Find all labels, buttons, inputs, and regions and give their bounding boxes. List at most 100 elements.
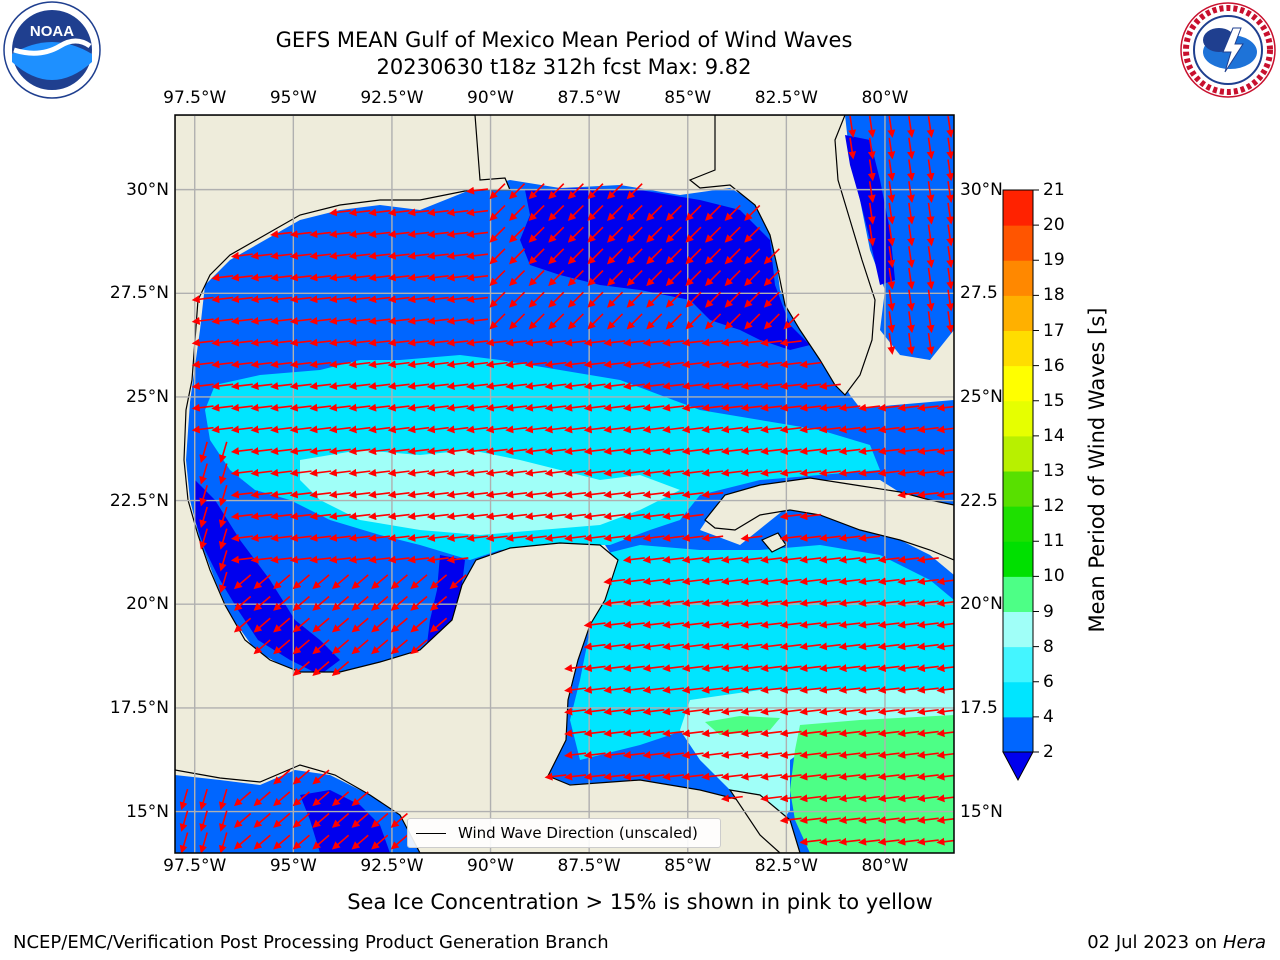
wave-direction-arrow (446, 533, 469, 542)
wave-direction-arrow (270, 338, 293, 347)
lon-tick-top: 85°W (664, 88, 712, 108)
wave-direction-arrow (270, 447, 293, 456)
wave-direction-arrow (230, 555, 253, 564)
wave-direction-arrow (348, 425, 371, 434)
wave-direction-arrow (705, 226, 722, 243)
wave-direction-arrow (509, 291, 526, 308)
wave-direction-arrow (583, 750, 606, 759)
wave-direction-arrow (407, 425, 430, 434)
wave-direction-arrow (466, 230, 489, 239)
wave-direction-arrow (368, 208, 391, 217)
wave-direction-arrow (622, 382, 645, 390)
wave-direction-arrow (916, 772, 939, 781)
wave-direction-arrow (662, 750, 685, 759)
wave-direction-arrow (270, 425, 293, 434)
wave-direction-arrow (799, 555, 822, 564)
wave-direction-arrow (230, 425, 253, 434)
wave-direction-arrow (799, 685, 822, 694)
wave-direction-arrow (818, 837, 841, 846)
wave-direction-arrow (818, 642, 841, 651)
wave-direction-arrow (838, 685, 861, 694)
wave-direction-arrow (289, 230, 312, 239)
wave-direction-arrow (701, 729, 724, 738)
wave-direction-arrow (250, 555, 273, 564)
wave-direction-arrow (564, 685, 587, 694)
wave-direction-arrow (701, 425, 724, 434)
wave-direction-arrow (548, 226, 565, 243)
wave-direction-arrow (887, 137, 896, 160)
wave-direction-arrow (622, 512, 645, 521)
wave-direction-arrow (289, 338, 312, 347)
wave-direction-arrow (466, 208, 489, 217)
wave-direction-arrow (489, 226, 506, 243)
wave-direction-arrow (548, 269, 565, 287)
wave-direction-arrow (273, 834, 291, 850)
wave-direction-arrow (309, 382, 332, 390)
wave-direction-arrow (897, 794, 920, 803)
wave-direction-arrow (328, 490, 351, 499)
wave-direction-arrow (253, 574, 271, 590)
wave-direction-arrow (662, 403, 685, 412)
wave-direction-arrow (818, 772, 841, 781)
wave-direction-arrow (681, 707, 704, 716)
wave-direction-arrow (607, 248, 624, 265)
wave-direction-arrow (760, 772, 783, 781)
wave-direction-arrow (371, 595, 389, 611)
wave-direction-arrow (858, 707, 881, 716)
wave-direction-arrow (446, 403, 469, 412)
lon-tick-bottom: 80°W (861, 856, 909, 876)
wave-direction-arrow (505, 425, 528, 434)
wave-direction-arrow (603, 360, 626, 369)
wave-direction-arrow (292, 639, 310, 655)
wave-direction-arrow (368, 316, 391, 325)
wave-direction-arrow (289, 512, 312, 521)
sea-ice-note: Sea Ice Concentration > 15% is shown in … (347, 890, 933, 914)
wave-direction-arrow (838, 772, 861, 781)
wave-direction-arrow (799, 642, 822, 651)
lon-tick-top: 90°W (467, 88, 515, 108)
wave-direction-arrow (877, 447, 900, 456)
wave-direction-arrow (446, 490, 469, 499)
wave-direction-arrow (230, 490, 253, 499)
wave-direction-arrow (760, 729, 783, 738)
wave-direction-arrow (622, 750, 645, 759)
wave-direction-arrow (603, 447, 626, 456)
wave-direction-arrow (587, 291, 604, 308)
wave-direction-arrow (564, 490, 587, 499)
wave-direction-arrow (331, 791, 350, 807)
colorbar-tick-label: 19 (1043, 250, 1065, 271)
colorbar-segment (1003, 330, 1033, 367)
wave-direction-arrow (887, 159, 896, 182)
wave-direction-arrow (720, 447, 743, 456)
colorbar-segment (1003, 541, 1033, 577)
wave-direction-arrow (289, 403, 312, 412)
wave-direction-arrow (916, 447, 939, 456)
wave-direction-arrow (407, 533, 430, 542)
wave-direction-arrow (250, 425, 273, 434)
wave-direction-arrow (387, 425, 410, 434)
wave-direction-arrow (858, 533, 881, 542)
wave-direction-arrow (179, 810, 189, 832)
wave-direction-arrow (603, 382, 626, 390)
wave-direction-arrow (466, 403, 489, 412)
wave-direction-arrow (583, 707, 606, 716)
wave-direction-arrow (368, 490, 391, 499)
colorbar (1002, 189, 1039, 782)
wave-direction-arrow (270, 273, 293, 282)
wave-direction-arrow (818, 664, 841, 673)
wave-direction-arrow (858, 816, 881, 824)
wave-direction-arrow (509, 183, 526, 200)
wave-direction-arrow (779, 685, 802, 694)
wave-direction-arrow (466, 533, 489, 542)
wave-direction-arrow (328, 316, 351, 325)
wave-direction-arrow (544, 382, 567, 390)
colorbar-segment (1003, 190, 1033, 226)
noaa-logo: NOAA (3, 1, 101, 99)
wave-direction-arrow (191, 360, 214, 369)
wave-direction-arrow (564, 533, 587, 542)
wave-direction-arrow (548, 204, 565, 221)
wave-direction-arrow (466, 468, 489, 477)
wave-direction-arrow (662, 555, 685, 564)
wave-direction-arrow (603, 403, 626, 412)
wave-direction-arrow (744, 269, 761, 287)
